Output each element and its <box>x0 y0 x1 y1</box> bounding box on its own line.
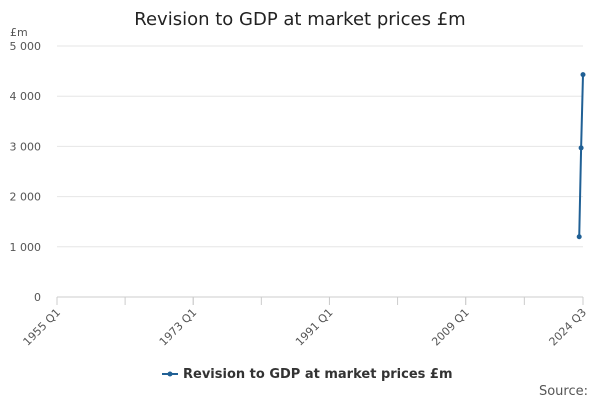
y-tick-label: 5 000 <box>10 40 42 53</box>
data-point[interactable] <box>576 234 582 240</box>
y-tick-label: 0 <box>34 291 41 304</box>
x-tick-label: 1973 Q1 <box>157 306 200 349</box>
y-axis-unit-label: £m <box>10 26 28 39</box>
x-axis: 1955 Q1 1973 Q1 1991 Q1 2009 Q1 2024 Q3 <box>21 296 590 349</box>
y-tick-label: 3 000 <box>10 140 42 153</box>
series-line <box>578 74 584 237</box>
source-label: Source: <box>539 384 588 399</box>
y-tick-label: 2 000 <box>10 191 42 204</box>
legend-series-label: Revision to GDP at market prices £m <box>183 367 453 382</box>
y-tick-label: 4 000 <box>10 90 42 103</box>
chart-title: Revision to GDP at market prices £m <box>134 9 465 30</box>
gridlines <box>57 45 583 248</box>
x-tick-label: 1991 Q1 <box>293 306 336 349</box>
legend: Revision to GDP at market prices £m <box>162 367 453 382</box>
data-point[interactable] <box>580 72 586 78</box>
x-tick-label: 2024 Q3 <box>547 306 590 349</box>
y-axis: 0 1 000 2 000 3 000 4 000 5 000 <box>10 40 42 304</box>
y-tick-label: 1 000 <box>10 241 42 254</box>
series-layer <box>576 72 586 240</box>
x-tick-label: 1955 Q1 <box>21 306 64 349</box>
x-tick-label: 2009 Q1 <box>429 306 472 349</box>
legend-swatch-marker <box>167 371 173 377</box>
data-point[interactable] <box>578 145 584 151</box>
